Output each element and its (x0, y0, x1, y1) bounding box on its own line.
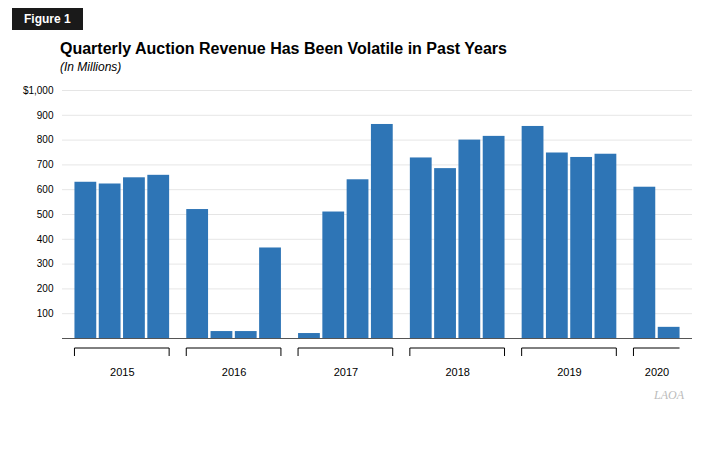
svg-text:600: 600 (37, 184, 54, 195)
svg-text:900: 900 (37, 110, 54, 121)
html-text:(In Millions): (In Millions) (60, 60, 122, 74)
svg-text:500: 500 (37, 209, 54, 220)
svg-text:$1,000: $1,000 (23, 85, 54, 96)
svg-text:2018: 2018 (445, 366, 469, 378)
html-text:Figure 1: Figure 1 (24, 12, 71, 26)
svg-text:700: 700 (37, 159, 54, 170)
svg-text:2016: 2016 (222, 366, 246, 378)
svg-text:800: 800 (37, 134, 54, 145)
svg-text:2015: 2015 (110, 366, 134, 378)
svg-text:200: 200 (37, 283, 54, 294)
svg-text:300: 300 (37, 258, 54, 269)
svg-text:100: 100 (37, 308, 54, 319)
svg-text:400: 400 (37, 234, 54, 245)
svg-text:2020: 2020 (645, 366, 669, 378)
html-text:LAOA: LAOA (654, 388, 684, 402)
html-text:Quarterly Auction Revenue Has: Quarterly Auction Revenue Has Been Volat… (60, 40, 507, 57)
svg-text:2017: 2017 (334, 366, 358, 378)
svg-text:2019: 2019 (557, 366, 581, 378)
